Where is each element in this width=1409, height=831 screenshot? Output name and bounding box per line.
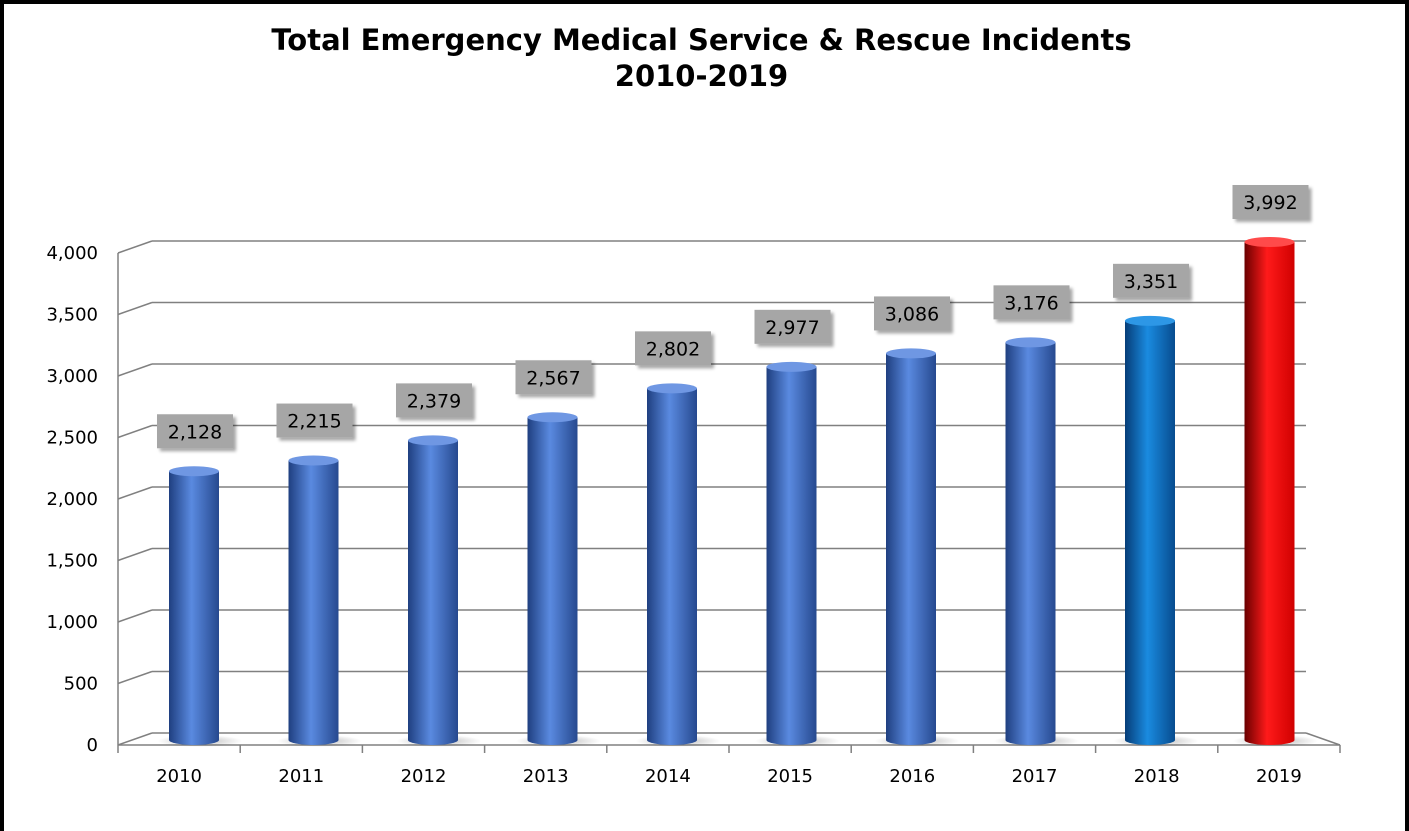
y-tick-label: 3,500 bbox=[46, 305, 98, 326]
bar-2010 bbox=[157, 466, 243, 747]
gridline bbox=[117, 670, 1306, 685]
data-label-2011: 2,215 bbox=[276, 403, 353, 438]
floor-edge bbox=[1305, 732, 1341, 746]
chart-title-block: Total Emergency Medical Service & Rescue… bbox=[4, 22, 1399, 94]
x-tick-label: 2015 bbox=[767, 766, 813, 787]
y-tick-label: 500 bbox=[64, 674, 98, 695]
data-label-text: 2,128 bbox=[168, 421, 222, 443]
data-label-text: 2,977 bbox=[765, 317, 819, 339]
x-tick-label: 2012 bbox=[401, 766, 447, 787]
bars bbox=[157, 236, 1318, 747]
chart-title: Total Emergency Medical Service & Rescue… bbox=[271, 23, 1132, 57]
data-label-2016: 3,086 bbox=[874, 296, 950, 331]
data-label-text: 2,567 bbox=[526, 367, 580, 389]
data-label-2019: 3,992 bbox=[1232, 184, 1309, 219]
x-tick-label: 2013 bbox=[523, 766, 569, 787]
x-tick-label: 2010 bbox=[156, 766, 202, 787]
y-tick-label: 1,000 bbox=[46, 612, 98, 633]
y-tick-label: 0 bbox=[87, 735, 98, 756]
gridline bbox=[117, 609, 1306, 623]
data-label-2010: 2,128 bbox=[157, 414, 233, 449]
data-label-2014: 2,802 bbox=[635, 331, 711, 366]
axes: 0 500 1,000 1,500 2,000 2,500 3,000 3,500 4,000 2… bbox=[46, 243, 1341, 787]
data-label-text: 2,215 bbox=[287, 411, 341, 433]
data-labels: 2,128 2,215 2,379 2,567 2,802 2,977 3,086 3,176… bbox=[157, 184, 1309, 449]
x-tick-label: 2014 bbox=[645, 766, 691, 787]
data-label-2012: 2,379 bbox=[396, 383, 472, 418]
chart-subtitle: 2010-2019 bbox=[614, 59, 789, 93]
y-tick-label: 4,000 bbox=[46, 243, 98, 264]
y-tick-label: 2,000 bbox=[46, 489, 98, 510]
data-label-text: 3,351 bbox=[1124, 271, 1178, 293]
data-label-2017: 3,176 bbox=[993, 285, 1070, 320]
x-tick-label: 2016 bbox=[889, 766, 935, 787]
bar-2016 bbox=[874, 348, 960, 747]
bar-2018 bbox=[1113, 315, 1199, 747]
x-tick-label: 2019 bbox=[1256, 766, 1302, 787]
bar-2011 bbox=[277, 455, 362, 747]
data-label-2013: 2,567 bbox=[515, 360, 592, 395]
data-label-text: 3,992 bbox=[1243, 192, 1297, 214]
data-label-2015: 2,977 bbox=[754, 309, 831, 344]
bar-2012 bbox=[396, 435, 482, 747]
data-label-text: 2,379 bbox=[407, 390, 461, 412]
bar-2014 bbox=[635, 383, 721, 747]
y-tick-label: 2,500 bbox=[46, 428, 98, 449]
bar-2017 bbox=[994, 337, 1079, 747]
x-tick-label: 2017 bbox=[1012, 766, 1058, 787]
gridline bbox=[117, 240, 1306, 254]
y-tick-label: 3,000 bbox=[46, 366, 98, 387]
gridline bbox=[117, 301, 1306, 316]
gridline bbox=[117, 486, 1306, 500]
x-tick-label: 2018 bbox=[1134, 766, 1180, 787]
data-label-text: 3,176 bbox=[1004, 292, 1058, 314]
bar-2015 bbox=[755, 361, 840, 747]
bar-2019 bbox=[1233, 236, 1318, 747]
x-tick-label: 2011 bbox=[278, 766, 324, 787]
data-label-text: 3,086 bbox=[885, 303, 939, 325]
y-tick-label: 1,500 bbox=[46, 551, 98, 572]
gridline bbox=[117, 732, 1306, 746]
bar-2013 bbox=[516, 412, 601, 747]
data-label-2018: 3,351 bbox=[1113, 263, 1189, 298]
gridline bbox=[117, 547, 1306, 562]
gridline bbox=[117, 363, 1306, 377]
data-label-text: 2,802 bbox=[646, 338, 700, 360]
